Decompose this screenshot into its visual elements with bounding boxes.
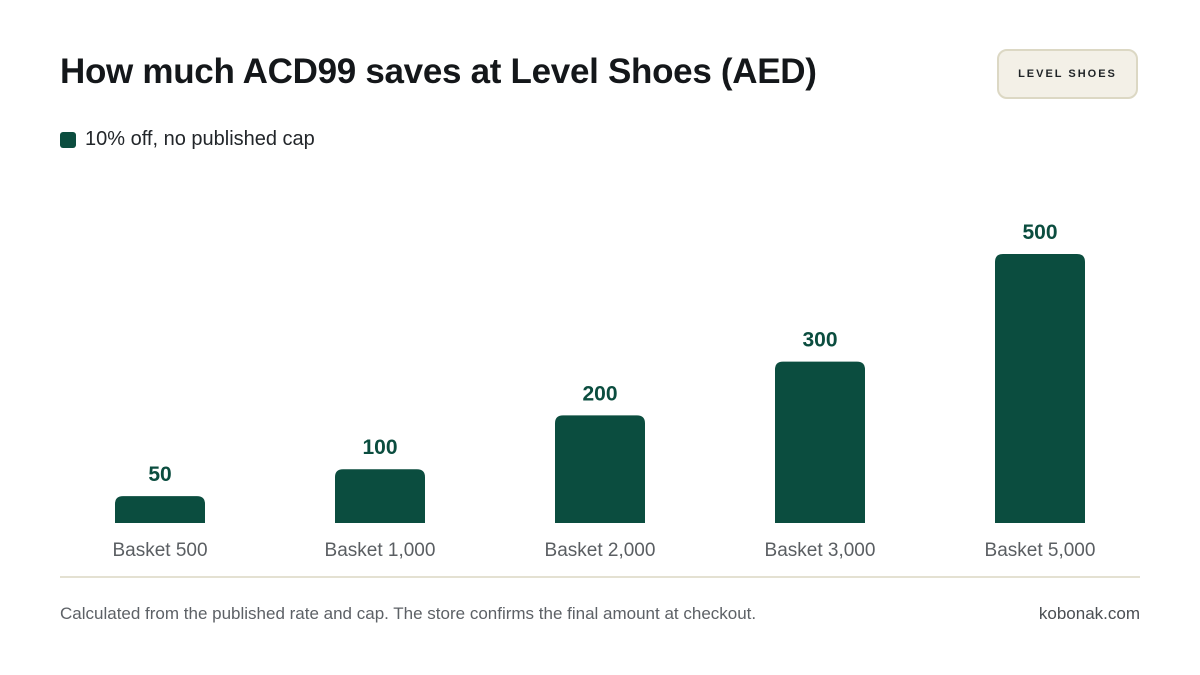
value-label-4: 500 <box>1022 221 1057 244</box>
value-label-1: 100 <box>362 436 397 459</box>
bar-1 <box>335 469 425 523</box>
category-label-3: Basket 3,000 <box>765 540 876 561</box>
category-label-4: Basket 5,000 <box>985 540 1096 561</box>
bar-0 <box>115 496 205 523</box>
category-label-2: Basket 2,000 <box>545 540 656 561</box>
value-label-2: 200 <box>582 382 617 405</box>
chart-divider <box>60 576 1140 578</box>
category-label-1: Basket 1,000 <box>325 540 436 561</box>
source-credit: kobonak.com <box>1038 604 1140 623</box>
legend: 10% off, no published cap <box>60 128 315 151</box>
value-label-0: 50 <box>148 463 171 486</box>
bar-2 <box>555 415 645 523</box>
chart-title: How much ACD99 saves at Level Shoes (AED… <box>60 52 817 91</box>
value-label-3: 300 <box>802 329 837 352</box>
legend-label: 10% off, no published cap <box>85 128 315 150</box>
bar-4 <box>995 254 1085 523</box>
legend-swatch <box>60 131 76 148</box>
brand-badge: LEVEL SHOES <box>997 49 1138 99</box>
footnote: Calculated from the published rate and c… <box>60 604 757 623</box>
category-label-0: Basket 500 <box>112 540 207 561</box>
bar-3 <box>775 361 865 523</box>
